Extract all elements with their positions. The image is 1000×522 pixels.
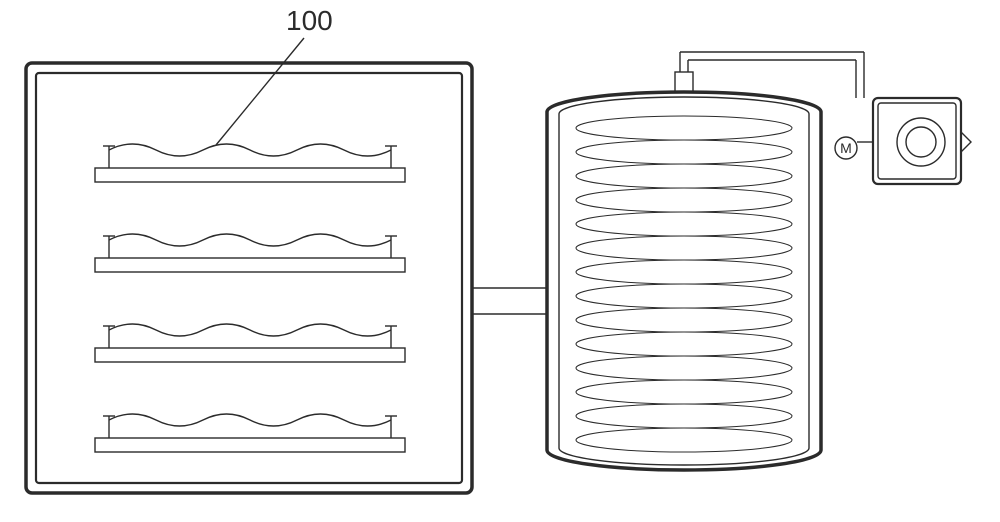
- coil-turn: [576, 188, 792, 212]
- tray-material: [109, 324, 391, 336]
- chamber-outer: [26, 63, 472, 493]
- tray-material: [109, 234, 391, 246]
- drying-chamber: [26, 63, 472, 493]
- coil-turn: [576, 140, 792, 164]
- tank-outer: [547, 92, 821, 470]
- callout-100: 100: [216, 5, 333, 145]
- tank-port: [675, 72, 693, 92]
- coil-turn: [576, 404, 792, 428]
- tray-material: [109, 414, 391, 426]
- tray: [95, 234, 405, 272]
- tray: [95, 324, 405, 362]
- coil-turn: [576, 236, 792, 260]
- coil-turn: [576, 428, 792, 452]
- tank-inner: [559, 97, 809, 465]
- coil-turn: [576, 380, 792, 404]
- tray-body: [95, 168, 405, 182]
- coil-turn: [576, 164, 792, 188]
- coil-turn: [576, 212, 792, 236]
- chamber-inner: [36, 73, 462, 483]
- tray: [95, 414, 405, 452]
- coil-turn: [576, 260, 792, 284]
- tray-body: [95, 438, 405, 452]
- coil-turn: [576, 116, 792, 140]
- pump-rotor-inner: [906, 127, 936, 157]
- coil-turn: [576, 284, 792, 308]
- tray-body: [95, 258, 405, 272]
- tray: [95, 144, 405, 182]
- coil-turn: [576, 332, 792, 356]
- connector-chamber-tank: [472, 288, 546, 314]
- condenser-tank: [547, 72, 821, 470]
- coil-turn: [576, 308, 792, 332]
- coil-turn: [576, 356, 792, 380]
- pump-rotor-outer: [897, 118, 945, 166]
- motor-label-text: M: [840, 140, 852, 156]
- tray-material: [109, 144, 391, 156]
- callout-leader: [216, 38, 304, 145]
- pump-body-outer: [873, 98, 961, 184]
- motor-pump: M: [835, 98, 971, 184]
- callout-text: 100: [286, 5, 333, 36]
- tray-body: [95, 348, 405, 362]
- pump-outlet-arrow: [961, 132, 971, 152]
